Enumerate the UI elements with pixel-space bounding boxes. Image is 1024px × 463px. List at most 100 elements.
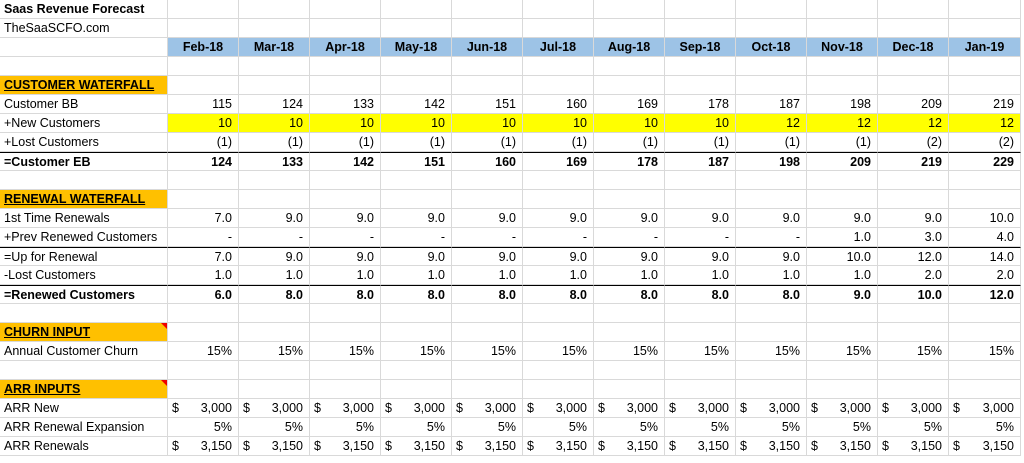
value-cell[interactable]: 1.0 bbox=[168, 266, 239, 285]
value-cell[interactable]: - bbox=[310, 228, 381, 247]
value-cell[interactable]: 1.0 bbox=[381, 266, 452, 285]
row-label-cell[interactable]: +Prev Renewed Customers bbox=[0, 228, 168, 247]
value-cell[interactable]: 15% bbox=[807, 342, 878, 361]
row-label-cell[interactable]: =Customer EB bbox=[0, 152, 168, 171]
value-cell[interactable]: 9.0 bbox=[736, 247, 807, 266]
value-cell[interactable] bbox=[310, 76, 381, 95]
value-cell[interactable] bbox=[239, 0, 310, 19]
value-cell[interactable] bbox=[168, 380, 239, 399]
section-header-arr_inputs[interactable]: ARR INPUTS bbox=[0, 380, 168, 399]
value-cell[interactable]: 9.0 bbox=[523, 247, 594, 266]
month-header[interactable]: Aug-18 bbox=[594, 38, 665, 57]
value-cell[interactable]: 12.0 bbox=[949, 285, 1021, 304]
value-cell[interactable] bbox=[310, 190, 381, 209]
value-cell[interactable]: 169 bbox=[594, 95, 665, 114]
value-cell[interactable] bbox=[239, 304, 310, 323]
value-cell[interactable] bbox=[310, 0, 381, 19]
value-cell[interactable]: 115 bbox=[168, 95, 239, 114]
value-cell[interactable] bbox=[381, 304, 452, 323]
value-cell[interactable]: 9.0 bbox=[878, 209, 949, 228]
value-cell[interactable]: 15% bbox=[949, 342, 1021, 361]
month-header[interactable]: Nov-18 bbox=[807, 38, 878, 57]
value-cell[interactable]: 5% bbox=[239, 418, 310, 437]
row-label-cell[interactable]: +Lost Customers bbox=[0, 133, 168, 152]
value-cell[interactable] bbox=[807, 0, 878, 19]
value-cell[interactable]: 160 bbox=[452, 152, 523, 171]
value-cell[interactable] bbox=[523, 361, 594, 380]
row-label-cell[interactable] bbox=[0, 38, 168, 57]
value-cell[interactable] bbox=[452, 380, 523, 399]
value-cell[interactable] bbox=[452, 304, 523, 323]
value-cell[interactable] bbox=[878, 361, 949, 380]
value-cell[interactable]: 178 bbox=[665, 95, 736, 114]
value-cell[interactable]: $3,000 bbox=[452, 399, 523, 418]
value-cell[interactable]: 14.0 bbox=[949, 247, 1021, 266]
value-cell[interactable] bbox=[310, 361, 381, 380]
month-header[interactable]: Jan-19 bbox=[949, 38, 1021, 57]
value-cell[interactable] bbox=[168, 171, 239, 190]
value-cell[interactable] bbox=[594, 304, 665, 323]
row-label-cell[interactable]: +New Customers bbox=[0, 114, 168, 133]
value-cell[interactable] bbox=[665, 380, 736, 399]
value-cell[interactable]: $3,150 bbox=[594, 437, 665, 456]
value-cell[interactable] bbox=[168, 361, 239, 380]
value-cell[interactable] bbox=[452, 190, 523, 209]
value-cell[interactable]: 10 bbox=[594, 114, 665, 133]
value-cell[interactable]: (2) bbox=[878, 133, 949, 152]
value-cell[interactable] bbox=[452, 76, 523, 95]
value-cell[interactable] bbox=[310, 57, 381, 76]
value-cell[interactable] bbox=[452, 57, 523, 76]
value-cell[interactable]: 10 bbox=[168, 114, 239, 133]
value-cell[interactable]: $3,000 bbox=[665, 399, 736, 418]
value-cell[interactable]: $3,150 bbox=[949, 437, 1021, 456]
value-cell[interactable] bbox=[523, 171, 594, 190]
value-cell[interactable] bbox=[807, 361, 878, 380]
value-cell[interactable] bbox=[168, 190, 239, 209]
value-cell[interactable] bbox=[665, 323, 736, 342]
value-cell[interactable]: (1) bbox=[310, 133, 381, 152]
value-cell[interactable]: (1) bbox=[594, 133, 665, 152]
value-cell[interactable]: $3,000 bbox=[949, 399, 1021, 418]
value-cell[interactable]: 187 bbox=[736, 95, 807, 114]
value-cell[interactable]: 2.0 bbox=[878, 266, 949, 285]
value-cell[interactable] bbox=[665, 0, 736, 19]
value-cell[interactable]: 8.0 bbox=[665, 285, 736, 304]
value-cell[interactable]: 229 bbox=[949, 152, 1021, 171]
value-cell[interactable] bbox=[168, 76, 239, 95]
value-cell[interactable]: $3,000 bbox=[878, 399, 949, 418]
value-cell[interactable]: 178 bbox=[594, 152, 665, 171]
value-cell[interactable] bbox=[949, 57, 1021, 76]
value-cell[interactable]: (1) bbox=[523, 133, 594, 152]
value-cell[interactable]: 10.0 bbox=[807, 247, 878, 266]
value-cell[interactable]: $3,150 bbox=[807, 437, 878, 456]
value-cell[interactable]: 1.0 bbox=[523, 266, 594, 285]
row-label-cell[interactable]: TheSaaSCFO.com bbox=[0, 19, 168, 38]
value-cell[interactable] bbox=[523, 190, 594, 209]
month-header[interactable]: Apr-18 bbox=[310, 38, 381, 57]
value-cell[interactable] bbox=[523, 0, 594, 19]
value-cell[interactable] bbox=[949, 380, 1021, 399]
row-label-cell[interactable]: Saas Revenue Forecast bbox=[0, 0, 168, 19]
value-cell[interactable] bbox=[878, 304, 949, 323]
value-cell[interactable]: 219 bbox=[949, 95, 1021, 114]
value-cell[interactable]: 151 bbox=[452, 95, 523, 114]
value-cell[interactable] bbox=[878, 0, 949, 19]
value-cell[interactable]: 12.0 bbox=[878, 247, 949, 266]
value-cell[interactable] bbox=[594, 190, 665, 209]
value-cell[interactable]: $3,000 bbox=[523, 399, 594, 418]
value-cell[interactable]: 12 bbox=[736, 114, 807, 133]
value-cell[interactable]: 10.0 bbox=[878, 285, 949, 304]
value-cell[interactable] bbox=[239, 19, 310, 38]
value-cell[interactable]: 8.0 bbox=[381, 285, 452, 304]
value-cell[interactable] bbox=[168, 304, 239, 323]
value-cell[interactable] bbox=[523, 76, 594, 95]
month-header[interactable]: Jul-18 bbox=[523, 38, 594, 57]
value-cell[interactable] bbox=[665, 19, 736, 38]
value-cell[interactable] bbox=[594, 76, 665, 95]
value-cell[interactable] bbox=[949, 304, 1021, 323]
value-cell[interactable]: 151 bbox=[381, 152, 452, 171]
value-cell[interactable] bbox=[736, 76, 807, 95]
value-cell[interactable]: 15% bbox=[239, 342, 310, 361]
value-cell[interactable]: 9.0 bbox=[381, 247, 452, 266]
value-cell[interactable]: 15% bbox=[168, 342, 239, 361]
